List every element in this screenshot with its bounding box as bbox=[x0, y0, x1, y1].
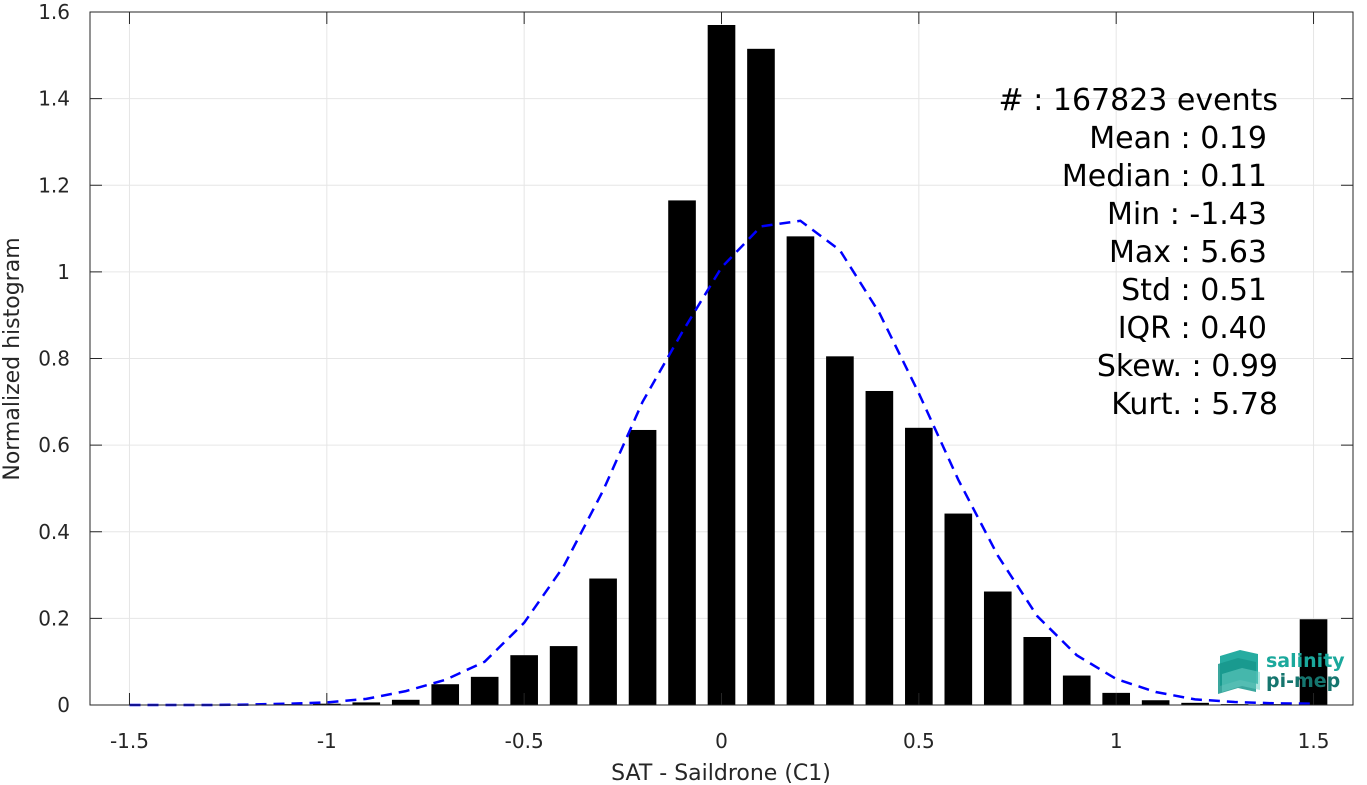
stat-line: Kurt. : 5.78 bbox=[1111, 387, 1278, 422]
y-tick-label: 1.2 bbox=[38, 173, 70, 197]
histogram-bar bbox=[549, 646, 578, 705]
x-tick-label: -1.5 bbox=[110, 729, 149, 753]
stat-line: Median : 0.11 bbox=[1062, 159, 1267, 194]
histogram-bar bbox=[905, 427, 933, 705]
histogram-bar bbox=[628, 429, 657, 705]
histogram-bar bbox=[983, 591, 1012, 705]
axis-ticks bbox=[90, 11, 1353, 706]
x-tick-label: 1 bbox=[1110, 729, 1123, 753]
x-tick-label: -1 bbox=[317, 729, 337, 753]
stat-line: # : 167823 events bbox=[999, 83, 1278, 118]
salinity-pi-mep-logo: salinity pi-mep bbox=[1218, 650, 1345, 694]
histogram-bar bbox=[391, 699, 420, 705]
histogram-bar bbox=[1141, 700, 1170, 705]
histogram-bar bbox=[1299, 619, 1328, 705]
histogram-bar bbox=[747, 48, 775, 706]
histogram-bar bbox=[1062, 675, 1091, 705]
histogram-bar bbox=[589, 578, 617, 705]
stat-line: IQR : 0.40 bbox=[1118, 311, 1267, 346]
stat-line: Mean : 0.19 bbox=[1089, 121, 1267, 156]
histogram-bar bbox=[786, 236, 815, 705]
x-tick-label: 0.5 bbox=[903, 729, 935, 753]
histogram-bar bbox=[865, 390, 894, 705]
y-tick-label: 1.4 bbox=[38, 87, 70, 111]
x-tick-label: 0 bbox=[715, 729, 728, 753]
histogram-bar bbox=[668, 200, 696, 706]
stat-line: Std : 0.51 bbox=[1121, 273, 1267, 308]
y-tick-label: 1 bbox=[57, 260, 70, 284]
y-tick-label: 1.6 bbox=[38, 0, 70, 24]
histogram-bar bbox=[1181, 702, 1209, 705]
histogram-bar bbox=[470, 676, 499, 705]
y-tick-label: 0.2 bbox=[38, 606, 70, 630]
stat-line: Min : -1.43 bbox=[1107, 197, 1267, 232]
x-tick-label: -0.5 bbox=[505, 729, 544, 753]
x-axis-label: SAT - Saildrone (C1) bbox=[611, 761, 831, 785]
histogram-bar bbox=[431, 684, 460, 705]
y-tick-label: 0.4 bbox=[38, 520, 70, 544]
y-tick-label: 0.8 bbox=[38, 347, 70, 371]
y-tick-label: 0.6 bbox=[38, 433, 70, 457]
histogram-bars bbox=[115, 24, 1328, 706]
logo-text-salinity: salinity bbox=[1266, 650, 1345, 672]
wave-icon bbox=[1218, 650, 1260, 694]
stat-line: Max : 5.63 bbox=[1109, 235, 1267, 270]
stat-line: Skew. : 0.99 bbox=[1097, 349, 1278, 384]
histogram-bar bbox=[1023, 636, 1052, 705]
logo-text-pi-mep: pi-mep bbox=[1266, 670, 1340, 692]
histogram-bar bbox=[826, 356, 854, 705]
y-axis-label: Normalized histogram bbox=[0, 237, 25, 480]
histogram-bar bbox=[707, 24, 736, 705]
x-tick-label: 1.5 bbox=[1298, 729, 1330, 753]
histogram-bar bbox=[352, 702, 381, 705]
y-tick-labels: 0 0.2 0.4 0.6 0.8 1 1.2 1.4 1.6 bbox=[38, 0, 70, 717]
x-tick-labels: -1.5 -1 -0.5 0 0.5 1 1.5 bbox=[110, 729, 1329, 753]
y-tick-label: 0 bbox=[57, 693, 70, 717]
histogram-bar bbox=[944, 513, 973, 705]
